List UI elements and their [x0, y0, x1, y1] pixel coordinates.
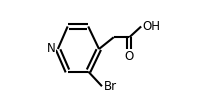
Text: Br: Br [103, 80, 117, 93]
Text: O: O [125, 50, 134, 63]
Text: OH: OH [143, 20, 161, 33]
Text: N: N [47, 43, 55, 55]
